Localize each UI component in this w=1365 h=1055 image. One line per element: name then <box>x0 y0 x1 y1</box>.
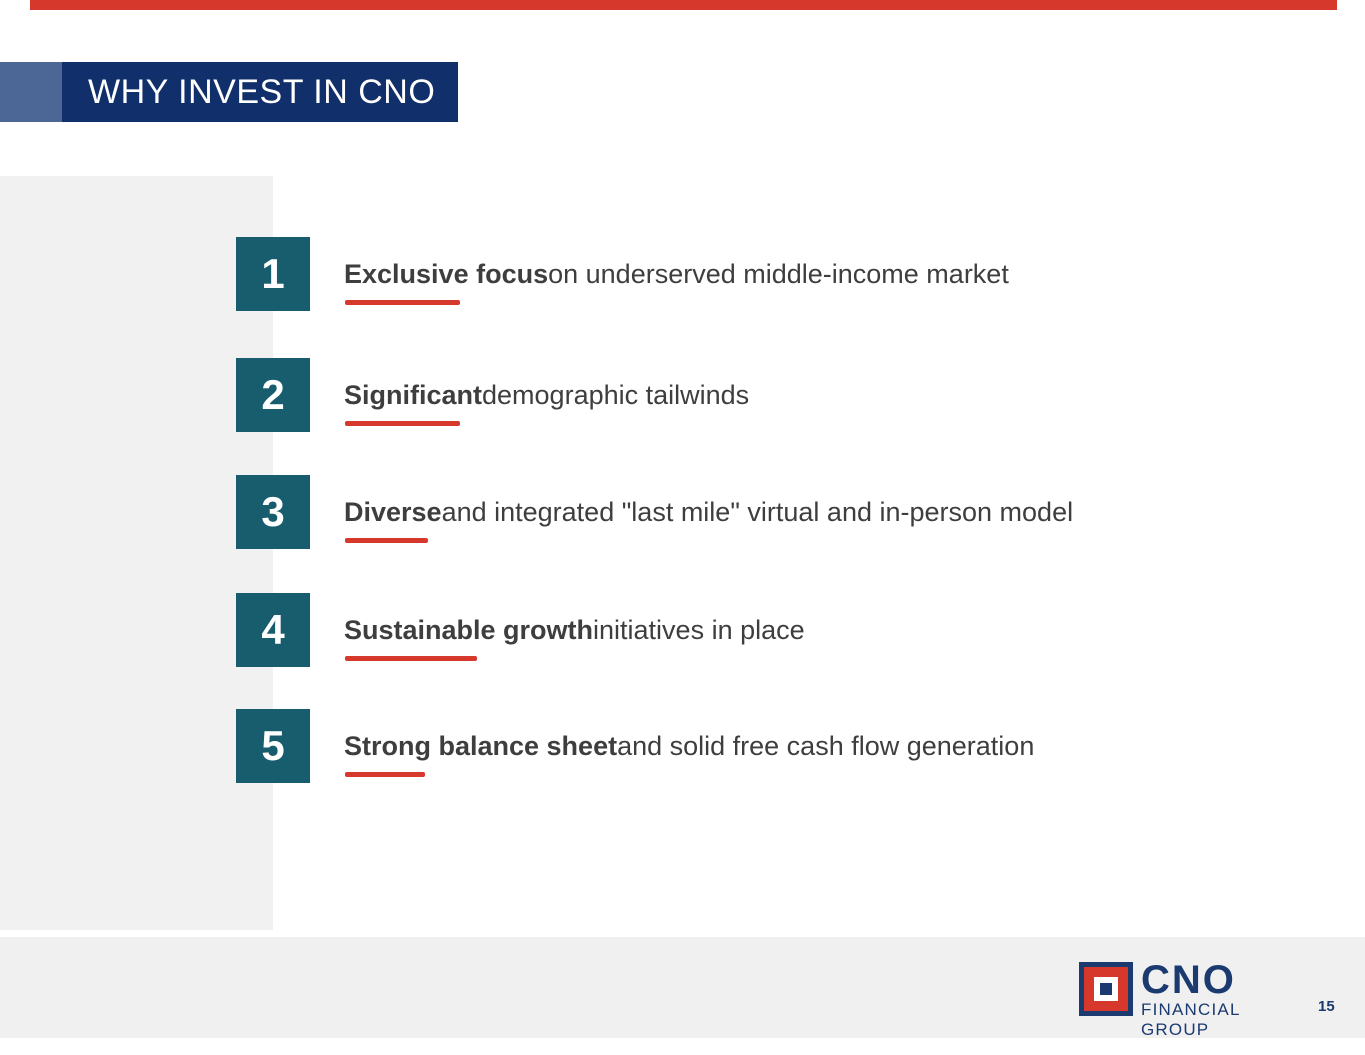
logo-center-square <box>1100 983 1112 995</box>
logo-subtitle: FINANCIAL GROUP <box>1141 1000 1240 1039</box>
item-number: 4 <box>261 606 285 653</box>
item-text: Sustainable growth initiatives in place <box>344 593 805 667</box>
item-number-box: 1 <box>236 237 310 311</box>
list-item-4: 4 Sustainable growth initiatives in plac… <box>0 593 1365 667</box>
list-item-5: 5 Strong balance sheet and solid free ca… <box>0 709 1365 783</box>
item-lead-text: Diverse <box>344 496 442 527</box>
title-banner: WHY INVEST IN CNO <box>62 62 458 122</box>
item-red-underline <box>345 656 477 661</box>
page-title: WHY INVEST IN CNO <box>88 72 436 111</box>
list-item-2: 2 Significant demographic tailwinds <box>0 358 1365 432</box>
item-red-underline <box>345 300 460 305</box>
item-lead-text: Sustainable growth <box>344 614 594 645</box>
cno-logo: CNO FINANCIAL GROUP <box>1079 960 1285 1039</box>
list-item-1: 1 Exclusive focus on underserved middle-… <box>0 237 1365 311</box>
item-rest-text: and integrated "last mile" virtual and i… <box>441 496 1074 527</box>
cno-logo-icon <box>1079 962 1133 1016</box>
page-number: 15 <box>1318 998 1335 1015</box>
left-gray-panel <box>0 176 273 930</box>
item-lead-text: Strong balance sheet <box>344 730 618 761</box>
item-text: Diverse and integrated "last mile" virtu… <box>344 475 1073 549</box>
item-red-underline <box>345 421 460 426</box>
item-number-box: 3 <box>236 475 310 549</box>
item-rest-text: and solid free cash flow generation <box>617 730 1035 761</box>
logo-name: CNO <box>1141 958 1236 1002</box>
title-accent-square <box>0 62 62 122</box>
footer-bar: CNO FINANCIAL GROUP 15 <box>0 937 1365 1039</box>
top-accent-rule <box>30 0 1337 10</box>
item-red-underline <box>345 538 428 543</box>
item-text: Strong balance sheet and solid free cash… <box>344 709 1034 783</box>
item-number: 3 <box>261 488 285 535</box>
item-text: Exclusive focus on underserved middle-in… <box>344 237 1009 311</box>
item-number: 2 <box>261 371 285 418</box>
item-rest-text: on underserved middle-income market <box>548 258 1009 289</box>
item-red-underline <box>345 772 425 777</box>
logo-text: CNO FINANCIAL GROUP <box>1141 958 1285 1040</box>
item-text: Significant demographic tailwinds <box>344 358 749 432</box>
item-lead-text: Exclusive focus <box>344 258 549 289</box>
list-item-3: 3 Diverse and integrated "last mile" vir… <box>0 475 1365 549</box>
item-number-box: 5 <box>236 709 310 783</box>
item-lead-text: Significant <box>344 379 483 410</box>
item-rest-text: initiatives in place <box>593 614 805 645</box>
item-number: 1 <box>261 250 285 297</box>
item-number: 5 <box>261 722 285 769</box>
item-number-box: 4 <box>236 593 310 667</box>
item-number-box: 2 <box>236 358 310 432</box>
item-rest-text: demographic tailwinds <box>482 379 750 410</box>
